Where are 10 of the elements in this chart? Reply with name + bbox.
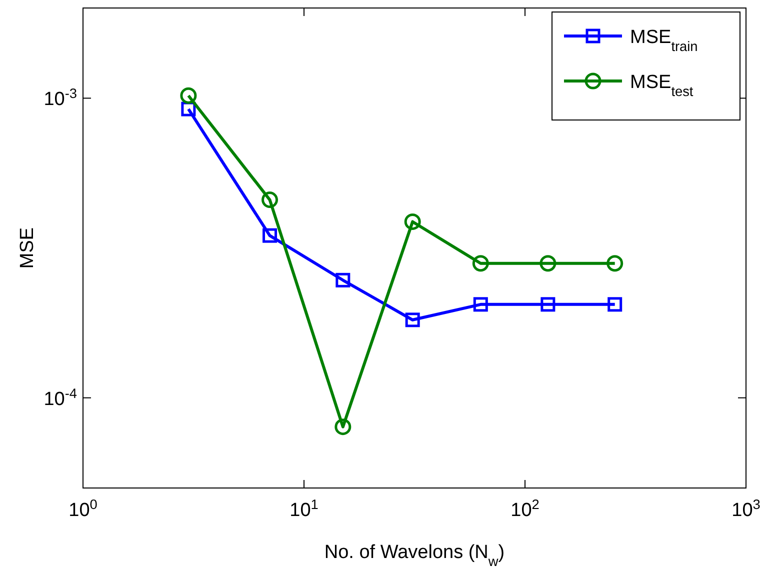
x-tick-label: 10$^{3}$ bbox=[732, 496, 760, 521]
y-axis-title: MSE bbox=[17, 227, 38, 269]
x-tick-label: 10$^{0}$ bbox=[68, 496, 98, 521]
x-tick-label: 10$^{2}$ bbox=[510, 496, 540, 521]
x-tick-label: 10$^{1}$ bbox=[290, 496, 318, 521]
x-axis-title: No. of Wavelons (N$_{w}$) bbox=[324, 542, 505, 568]
legend-label: MSE$_{train}$ bbox=[630, 27, 698, 54]
legend-label: MSE$_{test}$ bbox=[630, 72, 694, 98]
y-tick-label: 10$^{-3}$ bbox=[44, 86, 77, 110]
y-tick-label: 10$^{-4}$ bbox=[44, 385, 78, 410]
